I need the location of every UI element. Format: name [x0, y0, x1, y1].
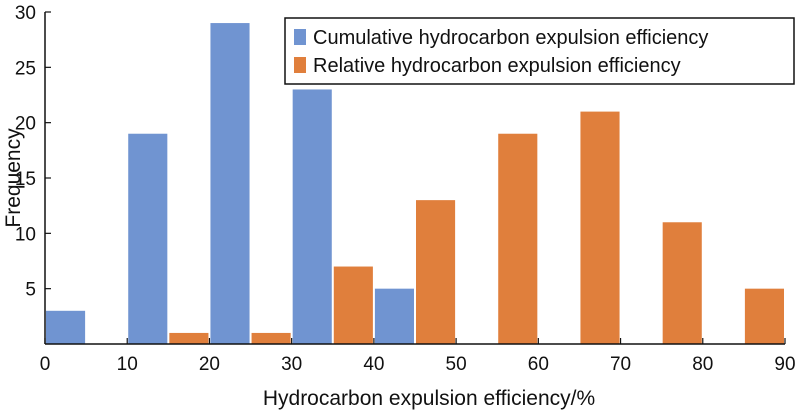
legend-swatch-relative — [294, 57, 306, 73]
x-tick-label: 50 — [446, 354, 467, 375]
bar-cumulative-0-10 — [46, 310, 86, 344]
x-axis-title: Hydrocarbon expulsion efficiency/% — [263, 387, 595, 410]
x-tick-label: 30 — [281, 354, 302, 375]
x-tick-label: 90 — [774, 354, 795, 375]
x-tick-label: 0 — [40, 354, 51, 375]
legend-box — [284, 17, 795, 85]
x-tick-label: 20 — [199, 354, 220, 375]
y-tick-label: 20 — [15, 114, 36, 135]
x-tick-label: 60 — [528, 354, 549, 375]
bars-layer — [46, 23, 784, 345]
bar-cumulative-20-30 — [210, 23, 250, 345]
bar-relative-70-80 — [662, 222, 702, 344]
y-tick-label: 10 — [15, 224, 36, 245]
legend-label-relative: Relative hydrocarbon expulsion efficienc… — [313, 55, 681, 77]
bar-cumulative-30-40 — [292, 89, 332, 344]
bar-relative-20-30 — [251, 332, 291, 344]
y-tick-label: 5 — [25, 280, 36, 301]
bar-relative-40-50 — [416, 200, 456, 344]
ticks-layer: 0 10 20 30 40 50 60 70 80 90 5 10 15 20 25 30 — [15, 3, 796, 375]
bar-relative-60-70 — [580, 111, 620, 344]
legend-swatch-cumulative — [294, 29, 306, 45]
x-tick-label: 80 — [692, 354, 713, 375]
y-tick-label: 15 — [15, 169, 36, 190]
bar-cumulative-10-20 — [128, 133, 168, 344]
y-tick-label: 25 — [15, 58, 36, 79]
bar-relative-10-20 — [169, 332, 209, 344]
x-tick-label: 10 — [117, 354, 138, 375]
y-tick-label: 30 — [15, 3, 36, 24]
bar-relative-30-40 — [333, 266, 373, 344]
legend-label-cumulative: Cumulative hydrocarbon expulsion efficie… — [313, 27, 708, 49]
bar-cumulative-40-50 — [374, 288, 414, 344]
x-tick-label: 70 — [610, 354, 631, 375]
bar-relative-80-90 — [744, 288, 784, 344]
bar-relative-50-60 — [498, 133, 538, 344]
y-axis-title: Frequency — [2, 128, 25, 228]
legend: Cumulative hydrocarbon expulsion efficie… — [284, 17, 795, 85]
x-tick-label: 40 — [363, 354, 384, 375]
